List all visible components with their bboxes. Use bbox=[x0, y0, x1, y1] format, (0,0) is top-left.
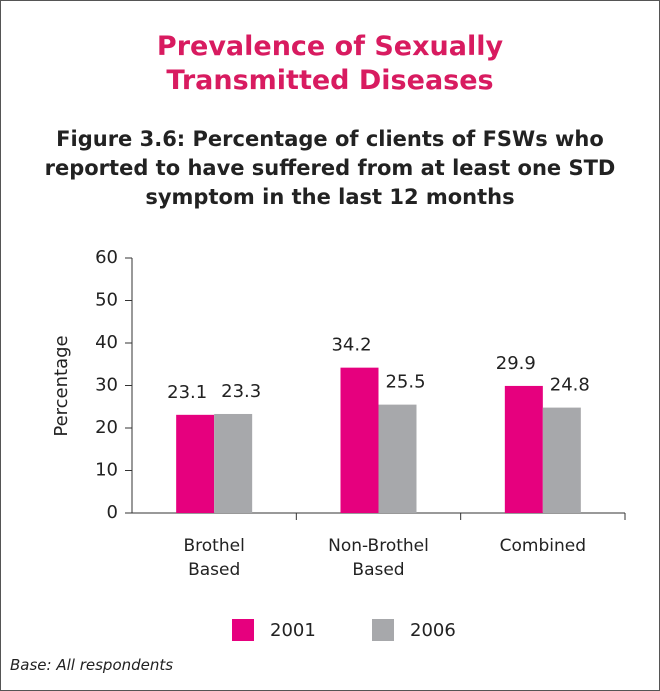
bar bbox=[214, 413, 253, 513]
y-tick-label: 50 bbox=[95, 290, 118, 311]
data-label: 24.8 bbox=[550, 375, 590, 396]
data-label: 29.9 bbox=[496, 353, 536, 374]
y-tick-label: 60 bbox=[95, 247, 118, 268]
footnote: Base: All respondents bbox=[10, 656, 174, 674]
data-label: 23.3 bbox=[221, 381, 261, 402]
y-tick-label: 0 bbox=[107, 502, 118, 523]
legend-label: 2006 bbox=[410, 620, 456, 641]
bar bbox=[542, 407, 581, 513]
bar bbox=[378, 404, 417, 513]
chart-subtitle: Figure 3.6: Percentage of clients of FSW… bbox=[44, 127, 616, 209]
legend-swatch bbox=[372, 619, 394, 641]
bar bbox=[504, 385, 543, 513]
y-tick-label: 40 bbox=[95, 332, 118, 353]
data-label: 25.5 bbox=[385, 372, 425, 393]
legend-label: 2001 bbox=[270, 620, 316, 641]
data-label: 34.2 bbox=[331, 335, 371, 356]
x-tick-label: Combined bbox=[499, 536, 587, 556]
x-tick-label: Non-Brothel Based bbox=[328, 536, 429, 580]
y-tick-label: 20 bbox=[95, 417, 118, 438]
y-tick-label: 10 bbox=[95, 460, 118, 481]
y-tick-label: 30 bbox=[95, 375, 118, 396]
bar bbox=[340, 367, 379, 513]
data-label: 23.1 bbox=[167, 382, 207, 403]
bar bbox=[176, 414, 215, 513]
legend-swatch bbox=[232, 619, 254, 641]
x-tick-label: Brothel Based bbox=[183, 536, 245, 580]
chart-title: Prevalence of Sexually Transmitted Disea… bbox=[156, 31, 504, 96]
y-axis-label: Percentage bbox=[51, 335, 72, 436]
